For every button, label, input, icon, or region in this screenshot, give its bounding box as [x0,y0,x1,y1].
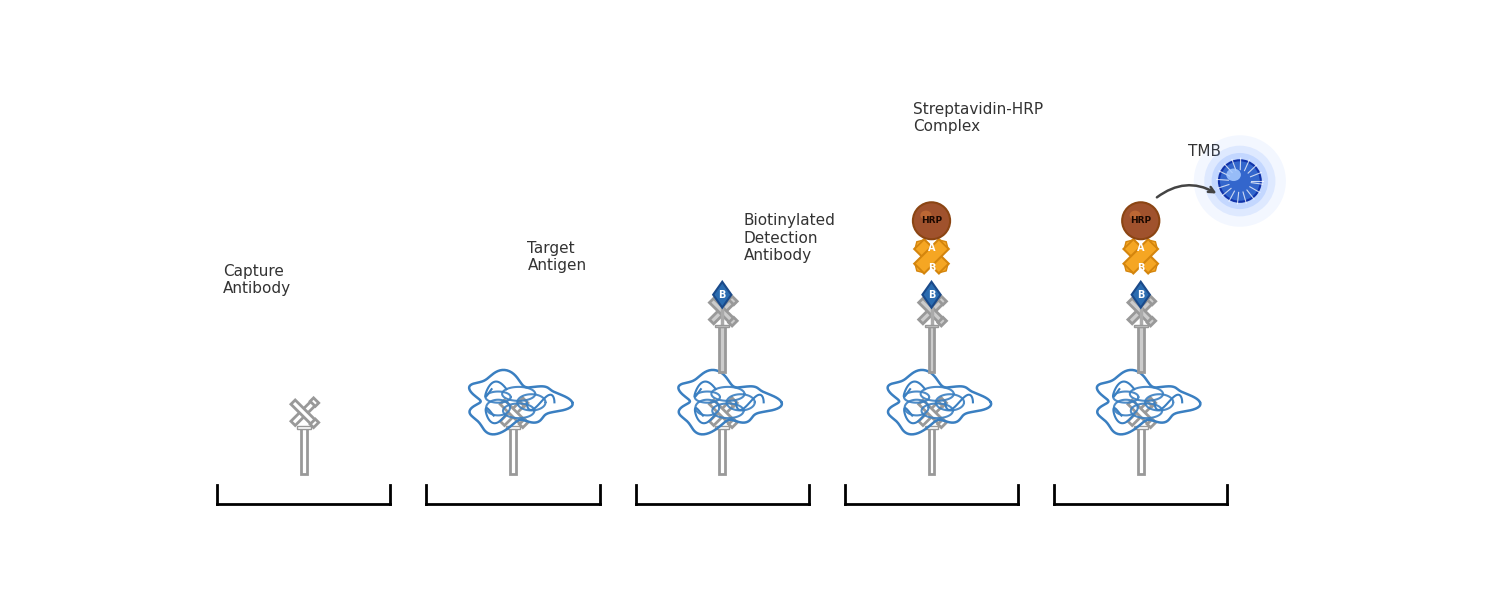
Polygon shape [938,398,946,406]
Polygon shape [729,317,736,326]
Polygon shape [1148,419,1155,428]
Ellipse shape [1227,169,1240,181]
Bar [297,427,310,429]
Polygon shape [310,398,318,406]
Bar [716,325,729,328]
Text: B: B [928,290,934,299]
Polygon shape [938,296,946,305]
Ellipse shape [1122,202,1160,239]
Ellipse shape [921,211,932,220]
Polygon shape [1148,317,1155,326]
Text: Streptavidin-HRP
Complex: Streptavidin-HRP Complex [914,102,1044,134]
Text: Capture
Antibody: Capture Antibody [222,263,291,296]
Bar [302,428,306,474]
Polygon shape [500,400,526,425]
Polygon shape [940,265,948,272]
Polygon shape [710,298,735,324]
Polygon shape [1128,400,1154,425]
Bar [1134,325,1148,328]
Text: B: B [1137,290,1144,299]
Polygon shape [712,282,732,308]
Polygon shape [291,400,316,425]
Bar [928,326,934,372]
Polygon shape [500,400,526,425]
Polygon shape [729,398,736,406]
Polygon shape [1149,240,1156,248]
Polygon shape [1128,298,1154,324]
Bar [720,428,724,474]
Ellipse shape [1194,135,1286,227]
Polygon shape [291,400,316,425]
Polygon shape [922,282,940,308]
Bar [924,427,939,429]
Polygon shape [1124,239,1158,274]
Bar [1138,428,1143,474]
Text: Biotinylated
Detection
Antibody: Biotinylated Detection Antibody [744,214,836,263]
Polygon shape [710,298,735,324]
Polygon shape [915,240,922,248]
Polygon shape [1149,265,1156,272]
Bar [1138,326,1143,372]
Polygon shape [1148,296,1155,305]
Polygon shape [519,419,528,428]
Text: A: A [1137,243,1144,253]
Polygon shape [1124,239,1158,274]
Text: TMB: TMB [1188,143,1221,158]
Bar [506,427,520,429]
Polygon shape [918,298,945,324]
Ellipse shape [1130,211,1140,220]
Polygon shape [1148,398,1155,406]
Bar [716,427,729,429]
Polygon shape [729,296,736,305]
Text: HRP: HRP [1130,216,1152,225]
Ellipse shape [1220,160,1262,202]
Text: A: A [927,243,936,253]
Ellipse shape [1212,153,1268,209]
Polygon shape [915,265,922,272]
Polygon shape [710,400,735,425]
Polygon shape [1128,400,1154,425]
Polygon shape [519,398,528,406]
Text: Target
Antigen: Target Antigen [528,241,586,273]
Text: B: B [1137,263,1144,273]
Polygon shape [1128,298,1154,324]
Polygon shape [710,400,735,425]
Polygon shape [938,317,946,326]
Polygon shape [918,400,945,425]
Bar [720,326,724,372]
Ellipse shape [914,202,950,239]
Ellipse shape [1204,146,1275,217]
Bar [924,325,939,328]
Text: B: B [718,290,726,299]
Polygon shape [938,419,946,428]
Polygon shape [1125,240,1132,248]
Bar [1134,427,1148,429]
Polygon shape [914,239,950,274]
Bar [928,428,934,474]
Polygon shape [940,240,948,248]
Polygon shape [729,419,736,428]
Text: B: B [928,263,934,273]
Polygon shape [310,419,318,428]
Polygon shape [918,298,945,324]
Polygon shape [914,239,950,274]
Polygon shape [1125,265,1132,272]
Text: HRP: HRP [921,216,942,225]
Polygon shape [1131,282,1150,308]
Polygon shape [918,400,945,425]
Bar [510,428,516,474]
